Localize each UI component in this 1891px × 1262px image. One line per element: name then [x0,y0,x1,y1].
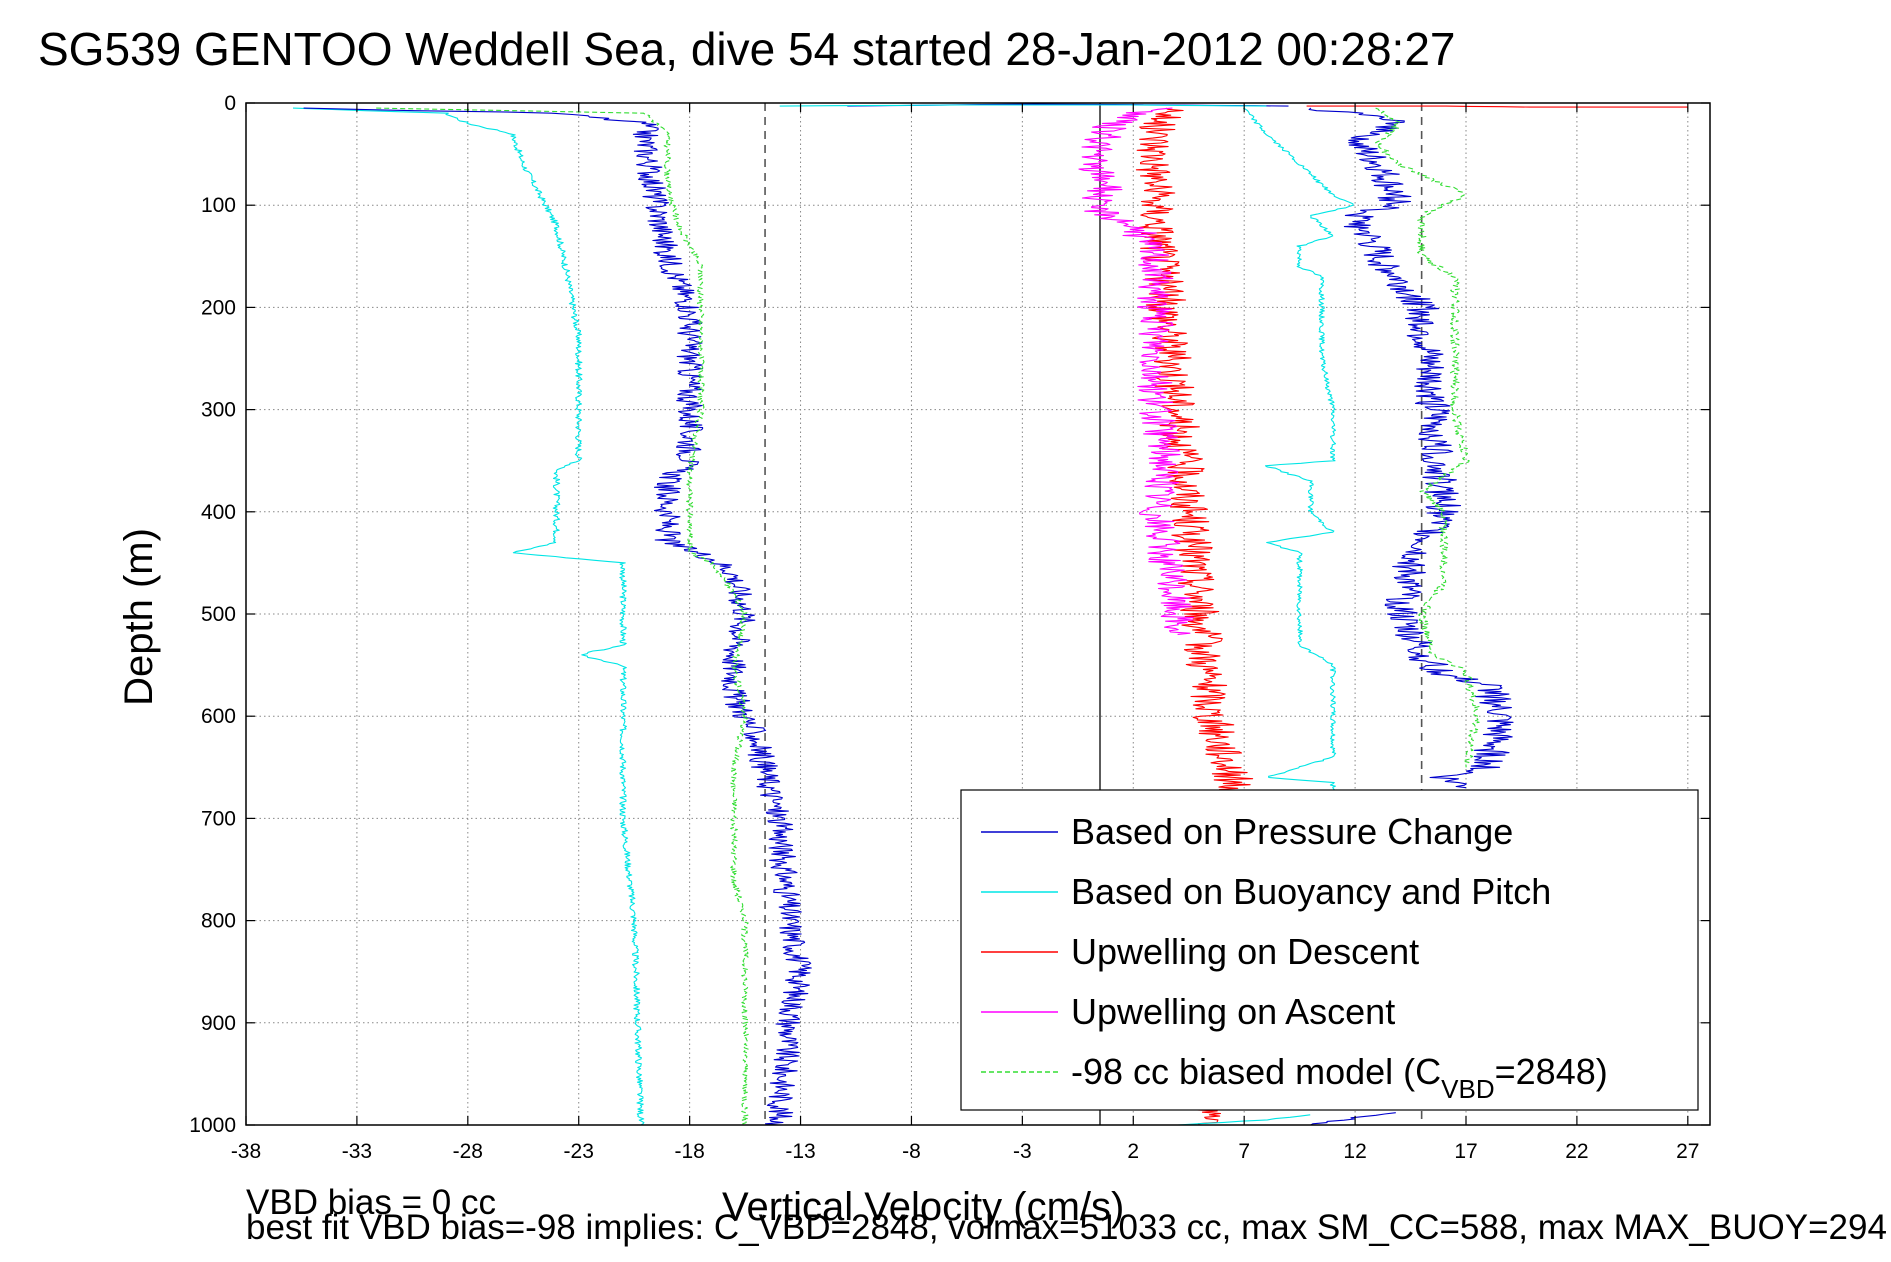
x-tick-label: -18 [674,1140,704,1163]
series-line-5 [1242,107,1354,799]
legend-label: Upwelling on Descent [1071,931,1419,972]
y-tick-label: 100 [201,194,236,217]
x-tick-label: 2 [1127,1140,1139,1163]
y-tick-label: 900 [201,1012,236,1035]
legend-label-text: Based on Pressure Change [1071,811,1513,852]
y-tick-label: 500 [201,603,236,626]
y-tick-label: 800 [201,910,236,933]
y-tick-label: 400 [201,501,236,524]
legend-label-text: -98 cc biased model (C [1071,1051,1441,1092]
x-tick-label: -23 [564,1140,594,1163]
series-line-4 [1078,107,1194,635]
x-tick-label: 17 [1454,1140,1477,1163]
legend-items: Based on Pressure Change Based on Buoyanc… [981,811,1608,1104]
series-line-1 [303,107,812,1126]
legend-label: -98 cc biased model (CVBD=2848) [1071,1051,1608,1104]
y-tick-label: 600 [201,705,236,728]
x-tick-label: 12 [1343,1140,1366,1163]
legend-label: Based on Buoyancy and Pitch [1071,871,1551,912]
best-fit-note: best fit VBD bias=-98 implies: C_VBD=284… [246,1208,1887,1247]
chart-title: SG539 GENTOO Weddell Sea, dive 54 starte… [38,23,1456,75]
y-tick-label: 200 [201,296,236,319]
legend-label: Based on Pressure Change [1071,811,1513,852]
y-tick-label: 700 [201,807,236,830]
legend: Based on Pressure Change Based on Buoyanc… [960,789,1699,1111]
x-tick-label: -33 [342,1140,372,1163]
x-tick-label: 7 [1238,1140,1250,1163]
x-axis-label: Vertical Velocity (cm/s) [722,1185,1124,1229]
legend-label-text: Based on Buoyancy and Pitch [1071,871,1551,912]
legend-label-subscript: VBD [1441,1074,1494,1104]
series-line-6 [1308,107,1514,789]
x-tick-label: 27 [1676,1140,1699,1163]
x-tick-label: 22 [1565,1140,1588,1163]
series-line-7 [1375,107,1480,768]
y-axis-label: Depth (m) [117,528,161,706]
axis-ticks: -38 -33 -28 -23 -18 -13 -8 -3 2 7 12 17 22 2701002003… [189,92,1710,1163]
series-layer [292,103,1688,1126]
y-tick-label: 1000 [189,1114,236,1137]
legend-label: Upwelling on Ascent [1071,991,1395,1032]
legend-label-text: Upwelling on Descent [1071,931,1419,972]
series-line-8 [1306,105,1688,108]
series-line-10 [779,104,1267,107]
x-tick-label: -3 [1013,1140,1032,1163]
x-tick-label: -38 [231,1140,261,1163]
series-line-3 [1135,107,1254,799]
y-tick-label: 0 [224,92,236,115]
x-tick-label: -13 [785,1140,815,1163]
legend-label-text: Upwelling on Ascent [1071,991,1395,1032]
series-line-2 [376,107,749,1126]
series-line-13 [1310,1112,1396,1126]
x-tick-label: -28 [453,1140,483,1163]
vbd-bias-note: VBD bias = 0 cc [246,1183,496,1222]
series-line-12 [1177,1114,1311,1126]
series-line-0 [292,107,645,1126]
legend-box [960,789,1699,1111]
y-tick-label: 300 [201,399,236,422]
legend-label-suffix: =2848) [1495,1051,1608,1092]
x-tick-label: -8 [902,1140,921,1163]
